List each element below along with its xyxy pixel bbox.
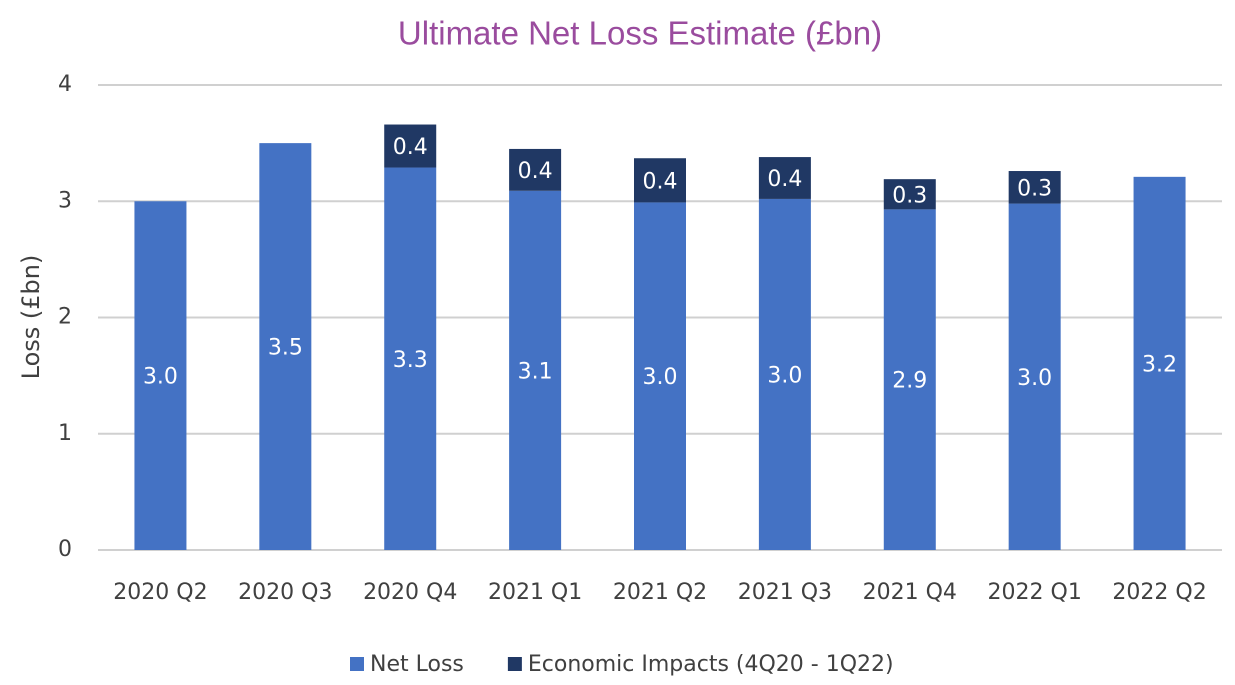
data-label: 0.4 [393,135,428,160]
bar-segment [259,143,312,550]
data-label: 3.1 [518,359,553,384]
legend-label: Net Loss [370,652,464,677]
bar-segment [509,190,562,550]
y-tick-label: 1 [58,421,72,446]
bar-segment [384,124,437,168]
bar-segment [1008,203,1061,550]
bar-segment [634,202,686,550]
data-label: 0.4 [767,167,802,192]
x-tick-label: 2021 Q4 [863,580,957,605]
data-label: 3.3 [393,348,428,373]
data-label: 2.9 [892,369,927,394]
x-tick-label: 2021 Q2 [613,580,707,605]
legend-swatch [350,657,364,671]
data-label: 3.5 [268,336,303,361]
bar-segment [509,148,562,191]
y-tick-label: 0 [58,537,72,562]
y-axis-label: Loss (£bn) [17,255,45,380]
x-tick-label: 2020 Q4 [363,580,457,605]
chart-title: Ultimate Net Loss Estimate (£bn) [398,15,882,52]
x-tick-label: 2021 Q3 [738,580,832,605]
bar-segment [883,179,936,210]
x-tick-label: 2020 Q3 [238,580,332,605]
x-tick-label: 2022 Q1 [988,580,1082,605]
bar-segment [758,157,811,199]
bar-segment [1008,171,1061,204]
bar-segment [634,158,686,203]
y-tick-label: 4 [58,72,72,97]
data-label: 3.0 [143,365,178,390]
legend-label: Economic Impacts (4Q20 - 1Q22) [528,652,894,677]
data-label: 0.3 [892,183,927,208]
bar-segment [883,209,936,550]
y-tick-label: 3 [58,188,72,213]
bar-segment [134,201,187,550]
data-label: 3.2 [1142,352,1177,377]
data-label: 3.0 [767,363,802,388]
legend-swatch [507,657,522,671]
bar-segment [1133,176,1186,550]
y-tick-label: 2 [58,305,72,330]
data-label: 0.3 [1017,176,1052,201]
data-label: 0.4 [518,159,553,184]
x-tick-label: 2020 Q2 [113,580,207,605]
x-tick-label: 2021 Q1 [488,580,582,605]
data-label: 0.4 [643,169,678,194]
data-label: 3.0 [643,365,678,390]
bar-segment [758,198,811,551]
bar-segment [384,167,437,550]
data-label: 3.0 [1017,366,1052,391]
x-tick-label: 2022 Q2 [1112,580,1206,605]
